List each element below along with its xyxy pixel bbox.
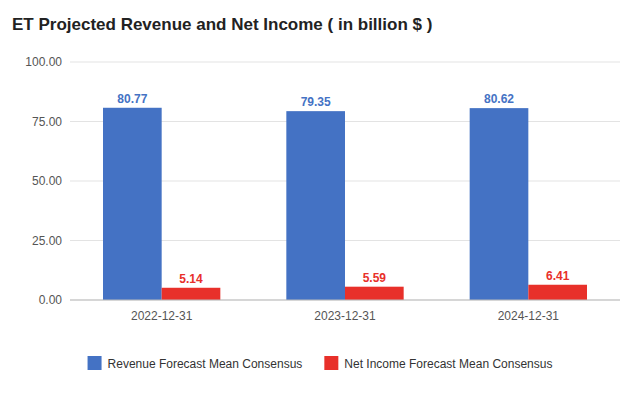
bar <box>345 287 404 300</box>
legend-item: Net Income Forecast Mean Consensus <box>324 356 552 371</box>
legend-swatch <box>88 356 102 370</box>
data-label: 80.62 <box>484 92 514 106</box>
grid-line <box>70 300 620 301</box>
y-tick-label: 75.00 <box>32 115 62 129</box>
y-tick-label: 100.00 <box>25 55 62 69</box>
data-labels: 80.77 79.35 80.62 5.14 5.59 6.41 <box>117 92 569 286</box>
y-tick-label: 0.00 <box>39 293 63 307</box>
chart: ET Projected Revenue and Net Income ( in… <box>0 0 640 396</box>
grid-line <box>70 62 620 63</box>
legend-item: Revenue Forecast Mean Consensus <box>88 356 303 371</box>
bar <box>470 108 529 300</box>
bar <box>162 288 221 300</box>
bar <box>286 111 345 300</box>
legend-label: Net Income Forecast Mean Consensus <box>344 357 552 371</box>
x-tick-label: 2022-12-31 <box>131 309 193 323</box>
legend: Revenue Forecast Mean Consensus Net Incom… <box>88 356 553 371</box>
data-label: 79.35 <box>301 95 331 109</box>
x-axis-line <box>70 300 620 301</box>
data-label: 5.14 <box>179 272 203 286</box>
y-tick-label: 25.00 <box>32 234 62 248</box>
y-axis: 0.00 25.00 50.00 75.00 100.00 <box>25 55 620 307</box>
data-label: 80.77 <box>117 92 147 106</box>
data-label: 6.41 <box>546 269 570 283</box>
bars <box>103 108 587 300</box>
legend-swatch <box>324 356 338 370</box>
title: ET Projected Revenue and Net Income ( in… <box>12 15 432 34</box>
x-tick-label: 2024-12-31 <box>498 309 560 323</box>
bar <box>103 108 162 300</box>
x-tick-label: 2023-12-31 <box>314 309 376 323</box>
bar <box>528 285 587 300</box>
x-axis: 2022-12-31 2023-12-31 2024-12-31 <box>70 300 620 323</box>
y-tick-label: 50.00 <box>32 174 62 188</box>
legend-label: Revenue Forecast Mean Consensus <box>108 357 303 371</box>
data-label: 5.59 <box>363 271 387 285</box>
